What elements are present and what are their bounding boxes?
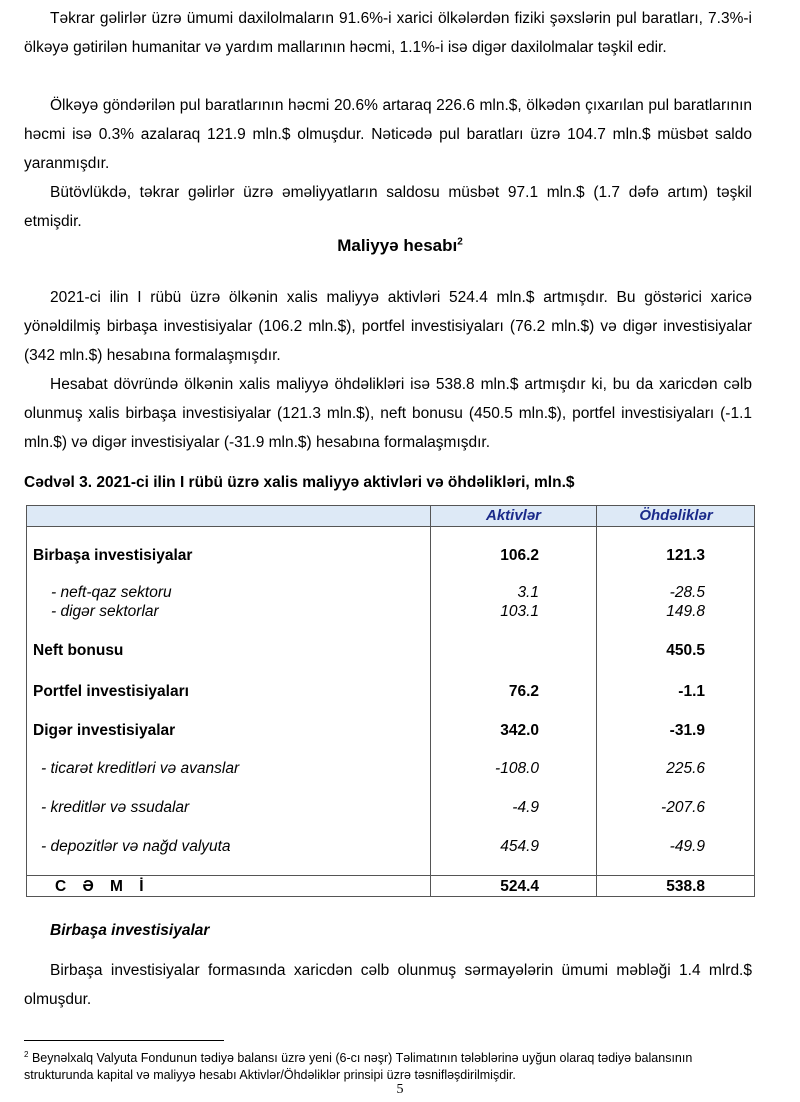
- table-row: - digər sektorlar 103.1 149.8: [51, 603, 705, 620]
- subheading: Birbaşa investisiyalar: [50, 922, 210, 939]
- table-row: Neft bonusu 450.5: [33, 642, 705, 659]
- table-row: - ticarət kreditləri və avanslar -108.0 22…: [41, 760, 705, 777]
- paragraph: Hesabat dövründə ölkənin xalis maliyyə ö…: [24, 376, 752, 451]
- paragraph: 2021-ci ilin I rübü üzrə ölkənin xalis m…: [24, 289, 752, 364]
- page-number: 5: [396, 1082, 404, 1097]
- table-caption: Cədvəl 3. 2021-ci ilin I rübü üzrə xalis…: [24, 474, 575, 491]
- paragraph: Təkrar gəlirlər üzrə ümumi daxilolmaları…: [24, 10, 752, 56]
- table-row: Digər investisiyalar 342.0 -31.9: [33, 722, 705, 739]
- paragraph: Bütövlükdə, təkrar gəlirlər üzrə əməliyy…: [24, 184, 752, 230]
- table-row: Portfel investisiyaları 76.2 -1.1: [33, 683, 705, 700]
- table-row: Birbaşa investisiyalar 106.2 121.3: [33, 547, 705, 564]
- paragraph: Ölkəyə göndərilən pul baratlarının həcmi…: [24, 97, 752, 172]
- column-header-liabilities: Öhdəliklər: [639, 507, 713, 524]
- table-header: Aktivlər Öhdəliklər: [27, 506, 754, 527]
- footnote: 2 Beynəlxalq Valyuta Fondunun tədiyə bal…: [24, 1050, 693, 1083]
- paragraph: Birbaşa investisiyalar formasında xaricd…: [24, 962, 752, 1008]
- footnote-divider: [24, 1040, 224, 1041]
- table-total-row: C Ə M İ 524.4 538.8: [27, 875, 754, 898]
- data-table: Aktivlər Öhdəliklər Birbaşa investisiyal…: [26, 505, 755, 897]
- section-heading: Maliyyə hesabı2: [337, 236, 463, 255]
- column-header-assets: Aktivlər: [485, 507, 542, 524]
- table-row: - neft-qaz sektoru 3.1 -28.5: [51, 584, 705, 601]
- table-row: - kreditlər və ssudalar -4.9 -207.6: [41, 799, 705, 816]
- table-row: - depozitlər və nağd valyuta 454.9 -49.9: [41, 838, 705, 855]
